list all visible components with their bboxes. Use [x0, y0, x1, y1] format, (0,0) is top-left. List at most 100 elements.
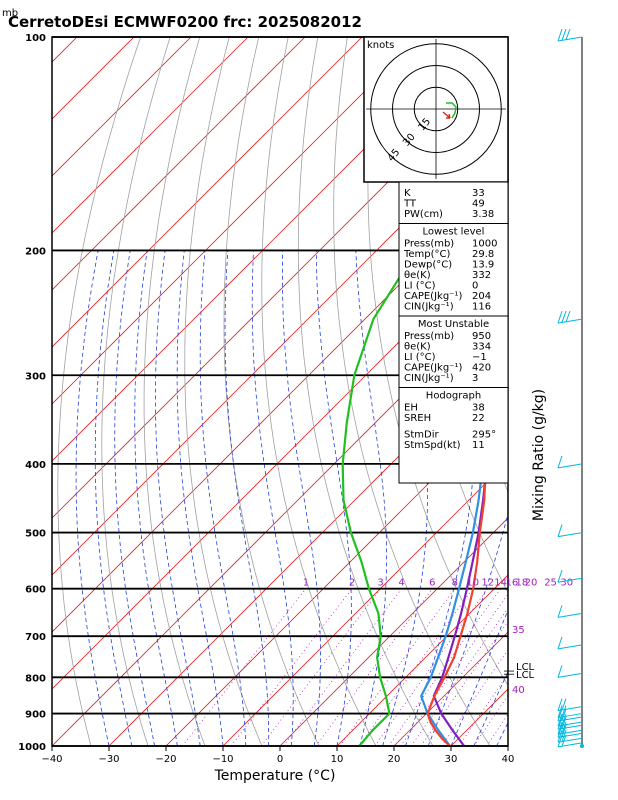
- dewpoint-line: [341, 39, 508, 746]
- moist-adiabat-line: [355, 250, 387, 746]
- index-value: 950: [472, 331, 491, 342]
- lcl-label: LCL: [516, 670, 535, 681]
- background-lines: [52, 21, 618, 746]
- temperature-tick-label: −40: [41, 754, 62, 765]
- mixing-ratio-label: 16: [505, 578, 518, 589]
- dry-adiabat-line: [612, 21, 618, 746]
- index-value: 49: [472, 199, 485, 210]
- table-section-title: Hodograph: [426, 391, 481, 402]
- temperature-tick-label: −30: [98, 754, 119, 765]
- isotherm-line: [52, 37, 135, 120]
- moist-adiabat-line: [176, 250, 224, 746]
- dry-adiabat-line: [57, 37, 142, 746]
- mixing-ratio-label: 8: [452, 578, 458, 589]
- isotherm-line: [52, 37, 363, 348]
- moist-adiabat-line: [114, 250, 155, 746]
- wind-barb: [557, 636, 583, 650]
- wind-barbs: [557, 28, 584, 748]
- isotherm-line: [393, 631, 508, 746]
- wind-barb: [557, 524, 583, 538]
- pressure-unit: mb: [2, 8, 18, 19]
- temperature-tick-label: 40: [502, 754, 515, 765]
- moist-adiabat-line: [155, 250, 201, 746]
- index-label: Press(mb): [404, 331, 454, 342]
- index-label: θe(K): [404, 270, 431, 281]
- moist-adiabat-line: [199, 250, 247, 746]
- index-value: 11: [472, 440, 485, 451]
- index-label: CIN(Jkg⁻¹): [404, 373, 454, 384]
- temperature-tick-label: 20: [388, 754, 401, 765]
- wind-barb: [557, 705, 583, 719]
- mixing-ratio-label: 35: [512, 625, 525, 636]
- moist-adiabat-line: [315, 250, 352, 746]
- pressure-tick-label: 600: [25, 585, 46, 596]
- temperature-tick-label: 10: [331, 754, 344, 765]
- mixing-ratio-line: [420, 620, 508, 746]
- dry-adiabat-line: [583, 21, 618, 746]
- mixing-ratio-axis-label: Mixing Ratio (g/kg): [531, 389, 547, 521]
- x-axis: −40 −30 −20 −10 0 10 20 30 40: [41, 746, 514, 765]
- wind-barb: [557, 28, 583, 42]
- index-label: CAPE(Jkg⁻¹): [404, 291, 462, 302]
- index-label: EH: [404, 403, 418, 414]
- mixing-ratio-label: 14: [494, 578, 507, 589]
- dry-adiabat-line: [494, 37, 508, 219]
- index-value: 0: [472, 281, 478, 292]
- index-label: TT: [403, 199, 417, 210]
- index-value: 116: [472, 302, 491, 313]
- mixing-ratio-line: [230, 588, 353, 746]
- index-value: 334: [472, 342, 491, 353]
- temperature-tick-label: −20: [155, 754, 176, 765]
- mixing-ratio-label: 20: [525, 578, 538, 589]
- index-value: 3: [472, 373, 478, 384]
- mixing-ratio-label: 40: [512, 685, 525, 696]
- wind-barb: [557, 725, 583, 738]
- index-label: LI (°C): [404, 281, 436, 292]
- index-value: 33: [472, 188, 485, 199]
- moist-adiabat-line: [94, 250, 133, 746]
- mixing-ratio-label: 18: [516, 578, 529, 589]
- wind-barb: [557, 722, 583, 735]
- dry-adiabat-line: [223, 37, 320, 746]
- index-value: 1000: [472, 239, 497, 250]
- mixing-ratio-line: [260, 588, 381, 746]
- wind-barb: [557, 708, 583, 722]
- wind-barb: [557, 455, 583, 469]
- wind-barb: [557, 713, 583, 727]
- index-label: SREH: [404, 413, 431, 424]
- table-section-title: Lowest level: [423, 227, 485, 238]
- mixing-ratio-line: [315, 588, 433, 746]
- lcl-label: LCL: [516, 662, 535, 673]
- mixing-ratio-label: 12: [481, 578, 494, 589]
- index-value: 332: [472, 270, 491, 281]
- isotherm-line: [222, 460, 508, 746]
- mixing-ratio-label: 10: [466, 578, 479, 589]
- table-section-title: Most Unstable: [418, 319, 489, 330]
- index-value: 3.38: [472, 209, 494, 220]
- pressure-tick-label: 1000: [18, 742, 46, 753]
- mixing-ratio-label: 1: [303, 578, 309, 589]
- index-value: 420: [472, 363, 491, 374]
- dry-adiabat-line: [333, 37, 491, 746]
- index-value: 295°: [472, 430, 496, 441]
- dry-adiabat-line: [297, 37, 434, 746]
- y-axis: 100 200 300 400 500 600 700 800 900 1000: [18, 33, 46, 753]
- index-value: 29.8: [472, 249, 494, 260]
- index-label: Temp(°C): [403, 249, 451, 260]
- index-value: 38: [472, 403, 485, 414]
- isotherm-line: [507, 745, 508, 746]
- isotherm-line: [52, 175, 508, 633]
- mixing-ratio-label: 6: [429, 578, 435, 589]
- wind-barb: [557, 605, 583, 618]
- pressure-tick-label: 500: [25, 529, 46, 540]
- mixing-ratio-label: 25: [544, 578, 557, 589]
- dry-adiabat-line: [524, 21, 618, 746]
- pressure-tick-label: 900: [25, 710, 46, 721]
- wind-barb: [557, 570, 583, 583]
- dry-adiabat-line: [367, 37, 508, 687]
- index-label: θe(K): [404, 342, 431, 353]
